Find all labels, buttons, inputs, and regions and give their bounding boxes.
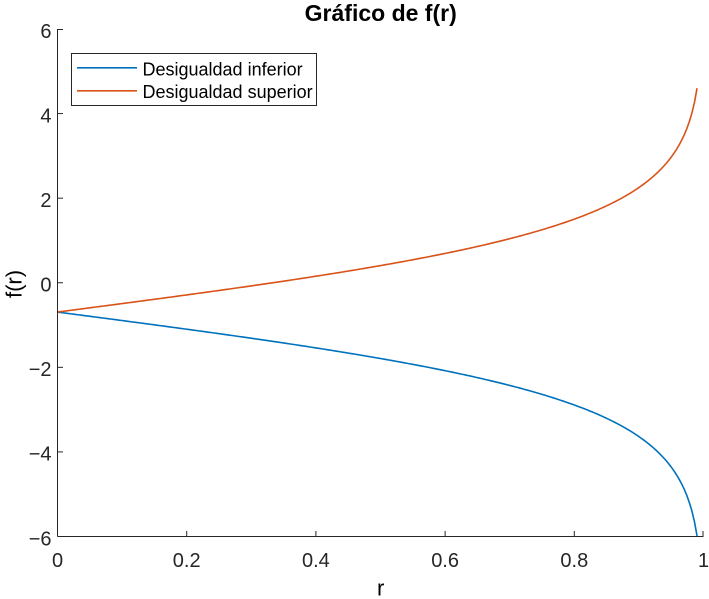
svg-text:−4: −4 <box>29 444 52 466</box>
svg-text:−6: −6 <box>29 528 52 550</box>
svg-text:0.6: 0.6 <box>431 550 459 572</box>
svg-text:4: 4 <box>40 105 51 127</box>
svg-text:−2: −2 <box>29 359 52 381</box>
svg-text:Gráfico de f(r): Gráfico de f(r) <box>305 0 457 26</box>
svg-text:0: 0 <box>40 275 51 297</box>
svg-text:1: 1 <box>698 550 709 572</box>
svg-text:Desigualdad inferior: Desigualdad inferior <box>143 59 303 79</box>
svg-text:0.2: 0.2 <box>173 550 201 572</box>
svg-text:6: 6 <box>40 21 51 43</box>
svg-text:0: 0 <box>52 550 63 572</box>
svg-text:2: 2 <box>40 190 51 212</box>
svg-text:Desigualdad superior: Desigualdad superior <box>143 82 313 102</box>
svg-text:r: r <box>377 576 384 599</box>
svg-text:0.4: 0.4 <box>302 550 330 572</box>
svg-text:f(r): f(r) <box>2 270 27 298</box>
svg-text:0.8: 0.8 <box>560 550 588 572</box>
